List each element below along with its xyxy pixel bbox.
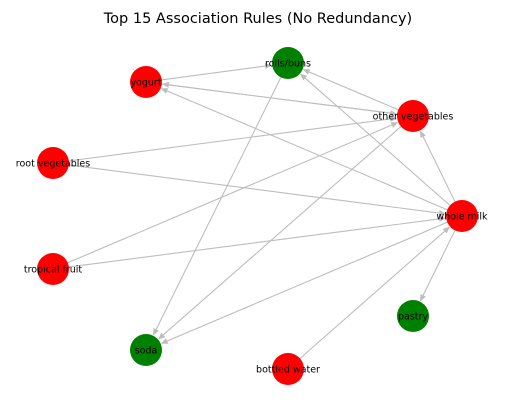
node-label-tropical-fruit: tropical fruit	[24, 265, 83, 276]
node-label-pastry: pastry	[398, 312, 428, 323]
edge-other-vegetables-to-rolls-buns	[308, 71, 400, 111]
node-label-rolls-buns: rolls/buns	[265, 59, 311, 70]
edge-bottled-water-to-whole-milk	[298, 230, 446, 360]
arrowhead-rolls-buns-to-soda	[153, 328, 159, 336]
edge-whole-milk-to-pastry	[422, 228, 457, 296]
edge-other-vegetables-to-yogurt	[168, 84, 399, 115]
edges-layer	[66, 63, 457, 360]
arrowhead-yogurt-to-rolls-buns	[264, 63, 273, 70]
arrowhead-whole-milk-to-pastry	[420, 294, 426, 302]
node-label-whole-milk: whole milk	[436, 212, 488, 223]
edge-root-vegetables-to-other-vegetables	[67, 118, 391, 162]
arrowhead-whole-milk-to-other-vegetables	[420, 130, 426, 138]
arrowhead-whole-milk-to-soda	[160, 338, 169, 344]
node-soda	[130, 334, 162, 366]
node-label-root-vegetables: root vegetables	[16, 159, 90, 170]
edge-whole-milk-to-soda	[166, 221, 449, 342]
arrowhead-tropical-fruit-to-whole-milk	[438, 215, 447, 222]
graph-title: Top 15 Association Rules (No Redundancy)	[103, 11, 412, 27]
arrowhead-bottled-water-to-whole-milk	[442, 226, 450, 234]
edge-rolls-buns-to-soda	[155, 75, 283, 330]
edge-tropical-fruit-to-whole-milk	[67, 218, 440, 268]
arrowhead-root-vegetables-to-whole-milk	[438, 210, 447, 217]
arrowhead-other-vegetables-to-soda	[158, 332, 166, 340]
node-label-bottled-water: bottled water	[256, 365, 320, 376]
edge-whole-milk-to-yogurt	[166, 90, 449, 211]
node-pastry	[397, 300, 429, 332]
arrowhead-other-vegetables-to-yogurt	[161, 81, 170, 88]
node-other-vegetables	[397, 100, 429, 132]
arrowhead-other-vegetables-to-rolls-buns	[302, 69, 311, 75]
arrowhead-tropical-fruit-to-other-vegetables	[390, 122, 399, 128]
arrowhead-whole-milk-to-rolls-buns	[300, 73, 308, 81]
node-label-other-vegetables: other vegetables	[373, 112, 454, 123]
nodes-layer	[37, 47, 478, 385]
edge-yogurt-to-rolls-buns	[160, 65, 266, 81]
arrowhead-whole-milk-to-yogurt	[160, 88, 169, 94]
edge-whole-milk-to-other-vegetables	[422, 136, 457, 204]
node-root-vegetables	[37, 147, 69, 179]
edge-tropical-fruit-to-other-vegetables	[66, 124, 393, 264]
labels-layer: rolls/buns yogurt other vegetables root veg…	[16, 59, 488, 376]
node-label-soda: soda	[135, 346, 158, 357]
node-whole-milk	[446, 200, 478, 232]
node-yogurt	[130, 66, 162, 98]
arrowhead-root-vegetables-to-other-vegetables	[389, 116, 398, 122]
node-rolls-buns	[272, 47, 304, 79]
edge-root-vegetables-to-whole-milk	[67, 164, 440, 214]
node-tropical-fruit	[37, 253, 69, 285]
edge-other-vegetables-to-soda	[162, 125, 403, 336]
edge-whole-milk-to-rolls-buns	[304, 77, 452, 207]
node-label-yogurt: yogurt	[130, 78, 161, 89]
node-bottled-water	[272, 353, 304, 385]
